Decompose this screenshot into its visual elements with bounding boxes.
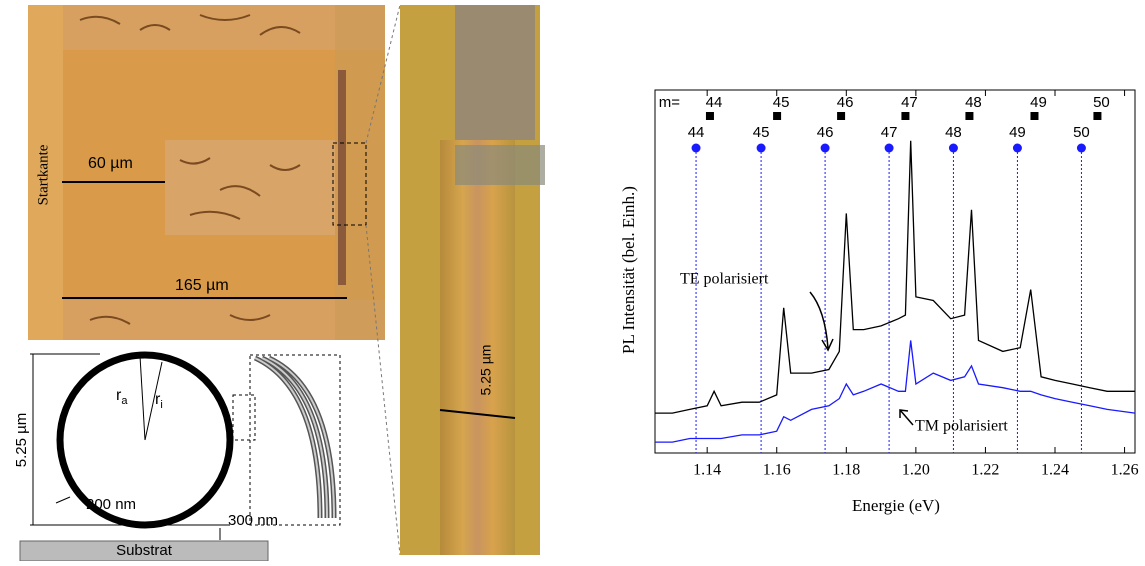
zoom-micrograph: 5.25 µm bbox=[400, 5, 545, 555]
wall-label: 200 nm bbox=[86, 496, 136, 513]
mode-label: 44 bbox=[688, 124, 705, 141]
mode-marker bbox=[757, 144, 766, 153]
mode-label: 49 bbox=[1030, 94, 1047, 111]
edge-label: Startkante bbox=[35, 144, 51, 205]
mode-label: 47 bbox=[881, 124, 898, 141]
legend-label: TE polarisiert bbox=[680, 271, 769, 288]
annotation-arrow bbox=[900, 410, 913, 425]
mode-label: 48 bbox=[945, 124, 962, 141]
x-tick-label: 1.22 bbox=[971, 462, 999, 479]
mode-marker bbox=[949, 144, 958, 153]
mode-marker bbox=[885, 144, 894, 153]
x-tick-label: 1.16 bbox=[763, 462, 791, 479]
gap-label: 300 nm bbox=[228, 512, 278, 529]
annotation-arrow bbox=[810, 292, 833, 350]
mode-marker bbox=[965, 112, 973, 120]
x-tick-label: 1.14 bbox=[693, 462, 721, 479]
page: Startkante 60 µm 165 µm 5.25 µm 5.25 µm … bbox=[0, 0, 1145, 561]
mode-marker bbox=[706, 112, 714, 120]
mode-marker bbox=[821, 144, 830, 153]
x-tick-label: 1.26 bbox=[1111, 462, 1139, 479]
mode-marker bbox=[901, 112, 909, 120]
legend-label: TM polarisiert bbox=[915, 418, 1008, 435]
mode-marker bbox=[837, 112, 845, 120]
scale-label: 60 µm bbox=[88, 155, 133, 172]
x-tick-label: 1.18 bbox=[832, 462, 860, 479]
y-axis-title: PL Intensität (bel. Einh.) bbox=[619, 186, 638, 354]
x-tick-label: 1.20 bbox=[902, 462, 930, 479]
mode-label: 50 bbox=[1093, 94, 1110, 111]
mode-label: 45 bbox=[773, 94, 790, 111]
spectrum-line bbox=[655, 341, 1135, 443]
mode-marker bbox=[1013, 144, 1022, 153]
radius-label: ri bbox=[155, 391, 163, 411]
mode-prefix: m= bbox=[659, 94, 680, 111]
figure: Startkante 60 µm 165 µm 5.25 µm 5.25 µm … bbox=[0, 0, 1145, 561]
height-label: 5.25 µm bbox=[13, 413, 30, 468]
mode-label: 49 bbox=[1009, 124, 1026, 141]
x-tick-label: 1.24 bbox=[1041, 462, 1069, 479]
x-axis-title: Energie (eV) bbox=[852, 496, 940, 515]
schematic: 5.25 µm ra ri 200 nm 300 nm Substrat bbox=[13, 354, 340, 561]
mode-label: 50 bbox=[1073, 124, 1090, 141]
mode-label: 47 bbox=[901, 94, 918, 111]
mode-marker bbox=[1030, 112, 1038, 120]
mode-label: 46 bbox=[817, 124, 834, 141]
scale-label: 5.25 µm bbox=[478, 345, 494, 396]
micrograph: Startkante 60 µm 165 µm bbox=[28, 5, 400, 555]
mode-marker bbox=[1093, 112, 1101, 120]
scale-label: 165 µm bbox=[175, 277, 229, 294]
mode-marker bbox=[773, 112, 781, 120]
mode-label: 48 bbox=[965, 94, 982, 111]
substrate-label: Substrat bbox=[116, 542, 173, 559]
radius-label: ra bbox=[116, 387, 128, 407]
mode-label: 45 bbox=[753, 124, 770, 141]
radius-subscript: i bbox=[160, 399, 162, 411]
radius-subscript: a bbox=[121, 395, 128, 407]
mode-label: 44 bbox=[706, 94, 723, 111]
mode-label: 46 bbox=[837, 94, 854, 111]
mode-marker bbox=[692, 144, 701, 153]
mode-marker bbox=[1077, 144, 1086, 153]
